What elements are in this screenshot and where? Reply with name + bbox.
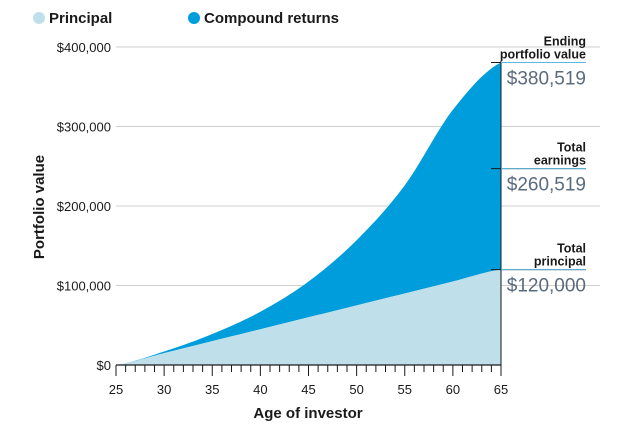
x-tick-label: 35 (205, 382, 219, 397)
areas (116, 62, 501, 366)
y-tick-labels: $0 $100,000 $200,000 $300,000 $400,000 (57, 40, 111, 373)
y-tick-label: $400,000 (57, 40, 111, 55)
legend-swatch-principal (33, 12, 45, 24)
annotation-value: $120,000 (507, 276, 586, 297)
x-axis-title: Age of investor (253, 405, 362, 422)
annotation-value: $380,519 (507, 68, 586, 89)
area-principal (116, 269, 501, 365)
legend-swatch-compound-returns (188, 12, 200, 24)
legend-label-principal: Principal (49, 10, 112, 27)
x-tick-label: 45 (301, 382, 315, 397)
annotation-label: Total (557, 242, 586, 256)
y-axis-title: Portfolio value (31, 155, 48, 259)
annotation-label: portfolio value (500, 47, 586, 61)
x-tick-label: 30 (157, 382, 171, 397)
annotation-value: $260,519 (507, 175, 586, 196)
annotation-label: Total (557, 141, 586, 155)
x-tick-label: 55 (398, 382, 412, 397)
x-tick-label: 60 (446, 382, 460, 397)
annotation-label: Ending (544, 34, 586, 48)
axes (115, 60, 502, 376)
x-tick-label: 50 (349, 382, 363, 397)
y-tick-label: $300,000 (57, 120, 111, 135)
legend-label-compound-returns: Compound returns (204, 10, 339, 27)
y-tick-label: $100,000 (57, 279, 111, 294)
x-tick-label: 40 (253, 382, 267, 397)
area-compound-returns (116, 62, 501, 366)
y-tick-label: $0 (97, 358, 111, 373)
x-tick-label: 25 (109, 382, 123, 397)
legend: Principal Compound returns (33, 10, 339, 27)
y-tick-label: $200,000 (57, 199, 111, 214)
x-tick-label: 65 (494, 382, 508, 397)
annotation-label: earnings (534, 154, 586, 168)
annotation-label: principal (534, 255, 586, 269)
x-tick-labels: 25 30 35 40 45 50 55 60 65 (109, 382, 508, 397)
